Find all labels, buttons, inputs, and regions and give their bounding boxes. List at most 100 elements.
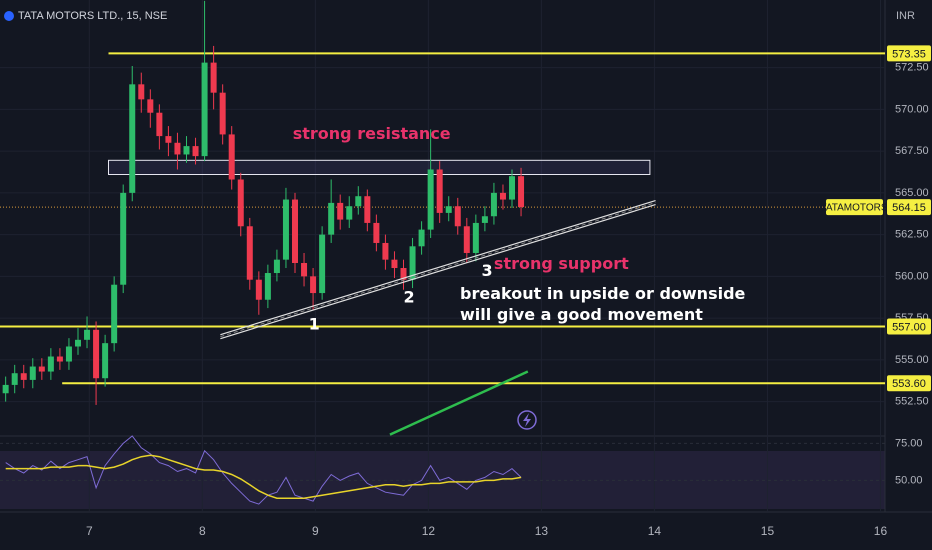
candle-body (192, 146, 199, 157)
candle-body (38, 366, 45, 372)
y-tick-label: 552.50 (895, 396, 929, 408)
price-name: TATAMOTORS (820, 203, 887, 214)
rsi-line (5, 454, 522, 499)
annotation: strong support (494, 254, 629, 273)
candle-body (463, 226, 470, 253)
candle-body (147, 99, 154, 113)
support-trendline (220, 203, 656, 340)
candle-body (328, 202, 335, 235)
candle-body (436, 169, 443, 213)
candle-body (201, 62, 208, 157)
x-tick-label: 8 (199, 524, 206, 538)
y-tick-label: 565.00 (895, 187, 929, 199)
candle-body (481, 216, 488, 223)
y-tick-label: 562.50 (895, 229, 929, 241)
y-tick-label: 570.00 (895, 103, 929, 115)
level-label: 557.00 (892, 321, 926, 333)
price-value-box (887, 199, 931, 216)
candle-body (400, 268, 407, 280)
candle-body (219, 92, 226, 135)
candle-body (237, 179, 244, 227)
candle-body (337, 202, 344, 220)
candle-body (120, 192, 127, 285)
candle-body (472, 222, 479, 253)
candle-body (183, 146, 190, 155)
lightning-ring (517, 410, 537, 430)
annotation: strong resistance (293, 124, 451, 143)
candle-body (490, 192, 497, 217)
candle-body (427, 169, 434, 230)
candle-body (20, 373, 27, 380)
y-tick-label: 572.50 (895, 62, 929, 74)
level-label-box (887, 318, 931, 335)
candle-body (282, 199, 289, 260)
candle-body (346, 206, 353, 220)
candle-body (273, 259, 280, 274)
x-tick-label: 16 (874, 524, 888, 538)
candle-body (156, 112, 163, 137)
candle-body (364, 196, 371, 223)
candle-body (445, 206, 452, 213)
level-label-box (887, 45, 931, 62)
candle-body (418, 229, 425, 247)
rsi-tick-label: 50.00 (895, 474, 923, 486)
green-line (389, 370, 529, 436)
level-label: 573.35 (892, 48, 926, 60)
lightning-bolt (523, 413, 531, 427)
candle-body (301, 263, 308, 277)
price-value: 564.15 (892, 202, 926, 214)
candle-body (47, 356, 54, 372)
candle-body (355, 196, 362, 207)
resistance-zone (108, 159, 651, 176)
candle-body (74, 339, 81, 347)
candle-body (174, 142, 181, 155)
candle-body (102, 343, 109, 379)
annotation: 3 (481, 261, 492, 280)
rsi-tick-label: 75.00 (895, 437, 923, 449)
x-tick-label: 14 (648, 524, 662, 538)
candle-body (373, 222, 380, 243)
candle-body (246, 226, 253, 280)
candle-body (382, 242, 389, 260)
candle-body (138, 84, 145, 100)
candle-body (518, 176, 525, 208)
candle-body (319, 234, 326, 294)
candle-body (165, 136, 172, 143)
lightning-icon (517, 410, 537, 430)
x-tick-label: 12 (422, 524, 436, 538)
x-tick-label: 7 (86, 524, 93, 538)
currency-label: INR (896, 10, 915, 22)
x-tick-label: 9 (312, 524, 319, 538)
symbol-icon (4, 11, 14, 21)
y-tick-label: 555.00 (895, 354, 929, 366)
annotation: breakout in upside or downside (460, 284, 746, 303)
candle-body (84, 329, 91, 340)
candle-body (454, 206, 461, 227)
candle-body (56, 356, 63, 362)
price-name-box (826, 199, 883, 216)
y-tick-label: 560.00 (895, 270, 929, 282)
candle-body (264, 273, 271, 300)
candle-body (111, 284, 118, 344)
candle-body (228, 134, 235, 180)
annotation: will give a good movement (460, 305, 703, 324)
candle-body (255, 279, 262, 300)
candle-body (509, 176, 516, 200)
candle-body (310, 276, 317, 294)
x-tick-label: 15 (761, 524, 775, 538)
candle-body (210, 62, 217, 93)
y-tick-label: 567.50 (895, 145, 929, 157)
rsi-line (5, 435, 522, 505)
level-label-box (887, 375, 931, 392)
marks (0, 0, 885, 505)
support-trendline (220, 199, 656, 336)
candle-body (409, 246, 416, 280)
candle-body (499, 192, 506, 200)
candle-body (2, 384, 9, 394)
rsi-band (0, 451, 885, 509)
candle-body (93, 329, 100, 379)
candle-body (65, 346, 72, 362)
annotation: 1 (309, 314, 320, 333)
candle-body (11, 373, 18, 385)
